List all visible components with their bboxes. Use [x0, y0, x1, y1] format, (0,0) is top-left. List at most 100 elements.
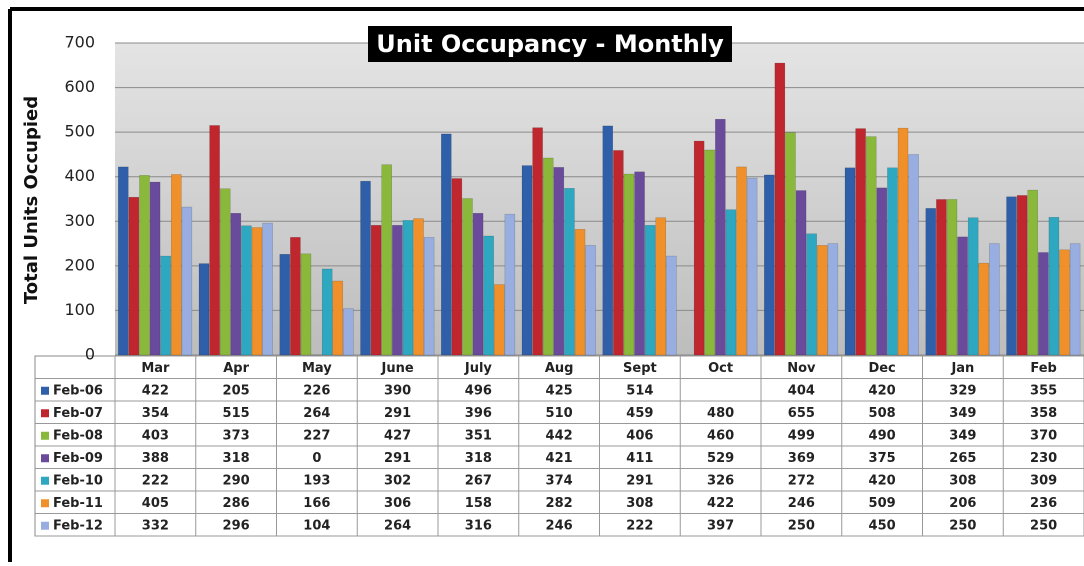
bar	[747, 178, 757, 355]
table-value: 158	[465, 496, 492, 511]
y-tick-label: 0	[85, 345, 95, 364]
table-value: 309	[1030, 473, 1057, 488]
bar	[635, 172, 645, 355]
legend-swatch	[41, 432, 49, 440]
bar	[624, 174, 634, 355]
table-value: 397	[707, 518, 734, 533]
legend-label: Feb-12	[53, 518, 103, 533]
bar	[1028, 190, 1038, 355]
bar	[522, 166, 532, 355]
x-tick-label: May	[302, 361, 332, 376]
bar	[785, 133, 795, 355]
bar	[705, 150, 715, 355]
table-value: 264	[303, 406, 330, 421]
bar	[139, 175, 149, 355]
table-value: 510	[546, 406, 573, 421]
x-tick-label: Oct	[708, 361, 733, 376]
bar	[1070, 244, 1080, 355]
bar	[333, 281, 343, 355]
bar	[887, 168, 897, 355]
bar	[564, 188, 574, 355]
bar	[161, 256, 171, 355]
x-tick-label: Jan	[950, 361, 974, 376]
bar	[726, 210, 736, 355]
table-value: 515	[223, 406, 250, 421]
bar	[382, 165, 392, 355]
table-value: 405	[142, 496, 169, 511]
legend-swatch	[41, 522, 49, 530]
bar	[241, 226, 251, 355]
table-value: 425	[546, 383, 573, 398]
legend-swatch	[41, 499, 49, 507]
table-value: 422	[142, 383, 169, 398]
table-value: 422	[707, 496, 734, 511]
bar	[737, 167, 747, 355]
legend-label: Feb-11	[53, 496, 103, 511]
bar	[1017, 195, 1027, 355]
table-value: 250	[1030, 518, 1057, 533]
table-value: 306	[384, 496, 411, 511]
bar	[505, 214, 515, 355]
bar	[989, 244, 999, 355]
y-tick-label: 400	[64, 166, 95, 185]
table-value: 286	[223, 496, 250, 511]
bar	[290, 237, 300, 355]
bar	[129, 197, 139, 355]
bar	[1049, 217, 1059, 355]
bar	[171, 174, 181, 355]
bar	[926, 208, 936, 355]
bar	[909, 154, 919, 355]
table-value: 509	[869, 496, 896, 511]
bar	[645, 225, 655, 355]
bar	[1038, 252, 1048, 355]
table-value: 318	[465, 451, 492, 466]
y-axis-label: Total Units Occupied	[21, 96, 42, 304]
bar	[715, 119, 725, 355]
table-value: 374	[546, 473, 573, 488]
table-value: 246	[546, 518, 573, 533]
x-tick-label: Aug	[545, 361, 574, 376]
x-tick-label: Feb	[1030, 361, 1056, 376]
bar	[898, 128, 908, 355]
bar	[586, 245, 596, 355]
table-value: 291	[626, 473, 653, 488]
table-value: 460	[707, 428, 734, 443]
bar	[979, 263, 989, 355]
table-value: 390	[384, 383, 411, 398]
table-value: 250	[788, 518, 815, 533]
table-value: 370	[1030, 428, 1057, 443]
table-value: 496	[465, 383, 492, 398]
y-tick-label: 700	[64, 33, 95, 52]
table-value: 291	[384, 451, 411, 466]
table-value: 267	[465, 473, 492, 488]
table-value: 403	[142, 428, 169, 443]
chart-title: Unit Occupancy - Monthly	[376, 30, 724, 58]
bar	[494, 285, 504, 355]
bar	[656, 218, 666, 355]
y-tick-label: 100	[64, 300, 95, 319]
table-value: 373	[223, 428, 250, 443]
table-value: 499	[788, 428, 815, 443]
bar	[613, 150, 623, 355]
table-value: 265	[949, 451, 976, 466]
bar	[182, 207, 192, 355]
table-value: 226	[303, 383, 330, 398]
bar	[575, 229, 585, 355]
table-value: 291	[384, 406, 411, 421]
bar	[775, 63, 785, 355]
bar	[252, 228, 262, 355]
bar	[694, 141, 704, 355]
table-value: 442	[546, 428, 573, 443]
table-value: 375	[869, 451, 896, 466]
table-value: 236	[1030, 496, 1057, 511]
bar	[371, 225, 381, 355]
legend-swatch	[41, 387, 49, 395]
table-value: 529	[707, 451, 734, 466]
bar	[322, 269, 332, 355]
table-value: 459	[626, 406, 653, 421]
table-value: 250	[949, 518, 976, 533]
legend-label: Feb-09	[53, 451, 103, 466]
bar	[199, 264, 209, 355]
bar	[484, 236, 494, 355]
table-value: 302	[384, 473, 411, 488]
